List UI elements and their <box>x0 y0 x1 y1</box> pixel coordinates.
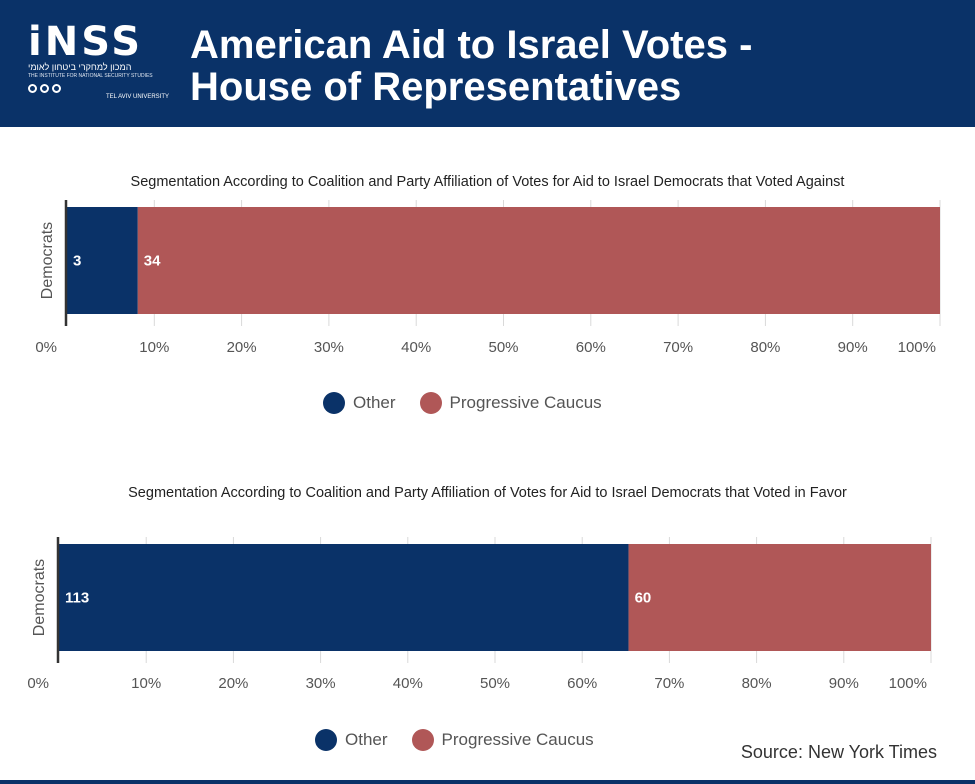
title-line-1: American Aid to Israel Votes - <box>190 23 753 67</box>
bar-segment <box>628 544 931 651</box>
x-tick-label: 30% <box>314 339 344 356</box>
logo-hebrew: המכון למחקרי ביטחון לאומי <box>28 62 132 72</box>
page-title: American Aid to Israel Votes - House of … <box>190 24 950 108</box>
legend-progressive-swatch <box>411 729 434 751</box>
data-label: 3 <box>73 253 81 270</box>
legend-other-swatch <box>315 729 337 751</box>
legend-other-swatch <box>323 392 345 414</box>
legend-progressive-label: Progressive Caucus <box>449 393 602 412</box>
bar-segment <box>59 544 629 651</box>
x-tick-label: 80% <box>742 675 772 692</box>
x-tick-label: 50% <box>488 339 518 356</box>
x-tick-label: 70% <box>654 675 684 692</box>
category-label: Democrats <box>39 222 56 299</box>
bar-segment <box>137 207 940 314</box>
x-tick-label: 100% <box>898 339 936 356</box>
chart-2-title: Segmentation According to Coalition and … <box>128 485 847 501</box>
x-tick-label: 60% <box>567 675 597 692</box>
chart-2-legend: Other Progressive Caucus <box>315 729 610 751</box>
x-tick-label: 20% <box>218 675 248 692</box>
logo-university: TEL AVIV UNIVERSITY <box>106 94 170 100</box>
x-tick-label: 50% <box>480 675 510 692</box>
inss-logo: iNSS המכון למחקרי ביטחון לאומי THE INSTI… <box>28 22 173 112</box>
x-tick-label: 30% <box>306 675 336 692</box>
chart-1-legend: Other Progressive Caucus <box>323 392 618 414</box>
x-tick-label: 0% <box>35 339 57 356</box>
x-tick-label: 40% <box>393 675 423 692</box>
x-tick-label: 10% <box>139 339 169 356</box>
category-label: Democrats <box>31 559 48 636</box>
legend-other-label: Other <box>353 393 396 412</box>
logo-mark: iNSS <box>28 19 144 65</box>
x-tick-label: 20% <box>227 339 257 356</box>
logo-circles-icon <box>28 84 173 93</box>
x-tick-label: 80% <box>750 339 780 356</box>
chart-2-plot: 0% 10% 20% 30% 40% 50% 60% 70% 80% 90% 100% 113 60 De… <box>27 537 932 692</box>
logo-english: THE INSTITUTE FOR NATIONAL SECURITY STUD… <box>28 73 153 79</box>
x-tick-label: 100% <box>889 675 927 692</box>
x-tick-label: 90% <box>829 675 859 692</box>
x-tick-label: 0% <box>27 675 49 692</box>
x-tick-label: 60% <box>576 339 606 356</box>
x-tick-label: 40% <box>401 339 431 356</box>
chart-1-plot: 0% 10% 20% 30% 40% 50% 60% 70% 80% 90% 100% 3 34 Demo… <box>35 200 941 356</box>
x-tick-label: 70% <box>663 339 693 356</box>
legend-progressive-swatch <box>419 392 442 414</box>
bar-segment <box>67 207 138 314</box>
data-label: 60 <box>635 590 652 607</box>
bottom-rule <box>0 780 975 784</box>
chart-1-title: Segmentation According to Coalition and … <box>130 174 845 190</box>
title-line-2: House of Representatives <box>190 65 682 109</box>
data-label: 113 <box>65 590 89 607</box>
source-note: Source: New York Times <box>740 742 937 762</box>
legend-other-label: Other <box>345 730 388 749</box>
legend-progressive-label: Progressive Caucus <box>441 730 594 749</box>
data-label: 34 <box>144 253 161 270</box>
header-banner: iNSS המכון למחקרי ביטחון לאומי THE INSTI… <box>0 0 975 127</box>
x-tick-label: 10% <box>131 675 161 692</box>
x-tick-label: 90% <box>838 339 868 356</box>
